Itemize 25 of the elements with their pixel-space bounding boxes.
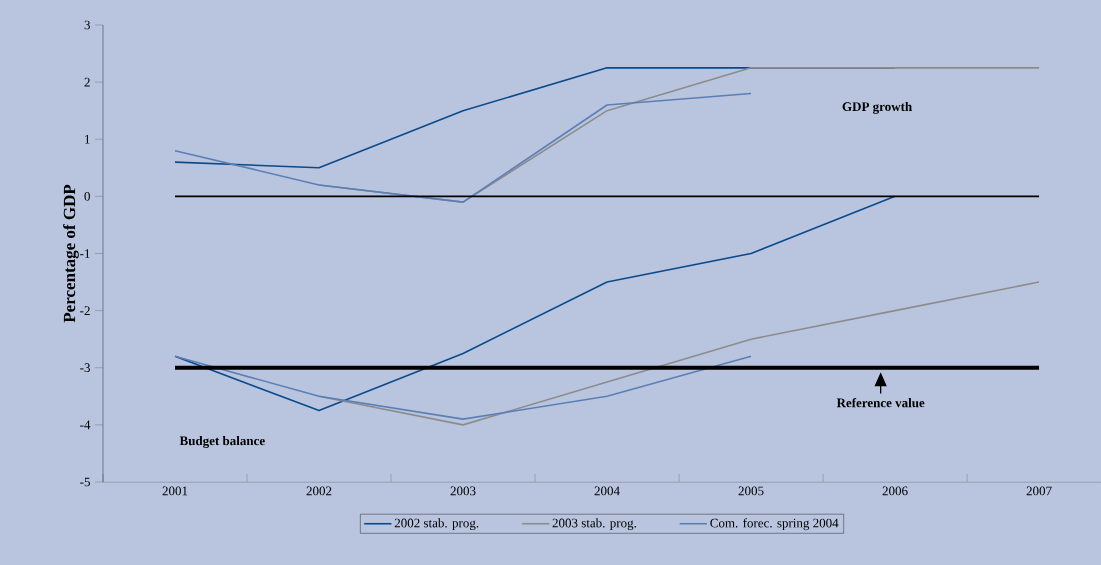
y-tick-label: 2 [84,77,90,87]
annotation: GDP growth [842,101,912,114]
y-tick-label: -3 [80,363,90,373]
x-tick-label: 2005 [738,486,764,496]
legend-label: 2002 stab. prog. [394,518,479,531]
x-tick-label: 2003 [450,486,476,496]
y-tick-label: -2 [80,306,90,315]
legend-label: Com. forec. spring 2004 [710,518,839,531]
ref-line-label: Reference value [836,397,925,408]
y-tick-label: -1 [80,249,90,258]
y-tick-label: 3 [84,20,90,30]
y-axis-title: Percentage of GDP [63,184,79,323]
x-tick-label: 2004 [594,486,620,496]
x-tick-label: 2006 [882,486,908,496]
y-tick-label: 1 [85,134,90,144]
line-series [174,92,752,203]
annotation: Budget balance [179,436,265,448]
x-tick-label: 2007 [1026,486,1052,496]
legend-label: 2003 stab. prog. [552,518,637,531]
x-tick-label: 2002 [306,486,332,496]
y-tick-label: 0 [84,191,90,201]
y-tick-label: -4 [80,420,91,430]
y-tick-label: -5 [80,477,90,487]
line-series [318,281,1040,426]
x-tick-label: 2001 [162,486,188,496]
